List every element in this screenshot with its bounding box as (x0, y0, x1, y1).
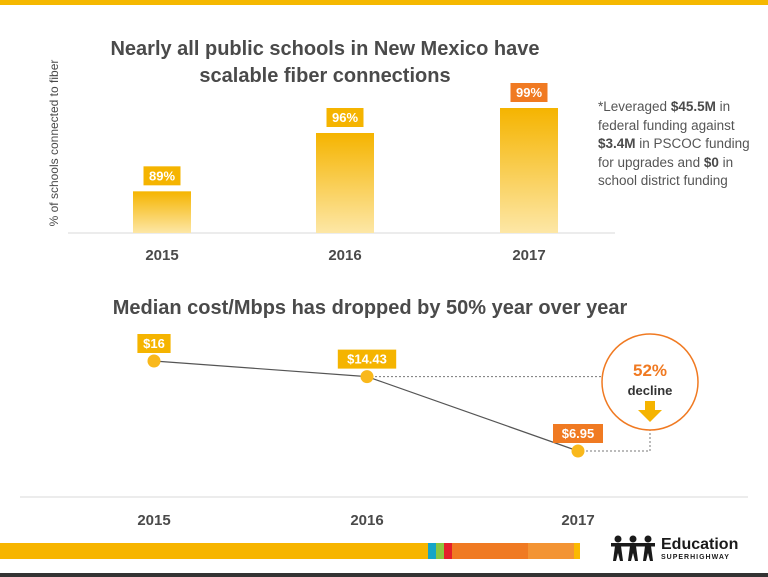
funding-note-amount: $45.5M (670, 99, 716, 114)
decline-callout-text: decline (628, 383, 673, 398)
bar-2017 (500, 108, 558, 233)
brand-color-bar (0, 543, 580, 559)
line-value-label-bg (337, 349, 397, 369)
bar-value-label: 99% (516, 85, 542, 100)
bar-x-tick-label: 2017 (512, 247, 545, 264)
line-point-2015 (147, 354, 161, 368)
funding-note-text: *Leveraged (598, 99, 671, 114)
decline-callout-value: 52% (633, 361, 667, 380)
line-x-tick-label: 2015 (137, 512, 170, 529)
top-accent-bar (0, 0, 768, 5)
bar-value-label: 96% (332, 110, 358, 125)
brand-bar-segment (574, 543, 580, 559)
brand-bar-segment (436, 543, 444, 559)
callout-guide-bottom (578, 426, 651, 452)
line-value-label-bg (553, 424, 603, 443)
line-point-2016 (360, 370, 374, 384)
line-value-label-bg (137, 334, 171, 353)
line-chart-title: Median cost/Mbps has dropped by 50% year… (112, 297, 628, 319)
bar-2015 (133, 191, 191, 233)
bar-value-label-bg (326, 108, 364, 127)
logo-name: Education (661, 536, 739, 553)
bar-2016 (316, 133, 374, 233)
brand-bar-segment (528, 543, 574, 559)
decline-callout-circle (601, 333, 699, 431)
bar-chart-title-line-2: scalable fiber connections (199, 65, 451, 87)
funding-note-text: in federal funding against (598, 99, 735, 133)
bar-value-label: 89% (149, 168, 175, 183)
line-value-label: $16 (143, 336, 165, 351)
funding-note-amount: $3.4M (598, 136, 636, 151)
line-x-tick-label: 2016 (350, 512, 383, 529)
line-point-2017 (571, 444, 585, 458)
bar-x-tick-label: 2016 (328, 247, 361, 264)
brand-bar-segment (0, 543, 428, 559)
line-x-tick-label: 2017 (561, 512, 594, 529)
brand-bar-segment (444, 543, 452, 559)
funding-note: *Leveraged $45.5M in federal funding aga… (598, 98, 763, 191)
logo-subtitle: SUPERHIGHWAY (661, 554, 730, 561)
brand-bar-segment (452, 543, 528, 559)
bar-chart-title-line-1: Nearly all public schools in New Mexico … (110, 38, 540, 60)
bar-value-label-bg (510, 83, 548, 102)
people-icon (611, 535, 655, 561)
bottom-rule (0, 573, 768, 577)
down-arrow-icon (638, 401, 662, 422)
funding-note-text: in PSCOC funding for upgrades and (598, 136, 750, 170)
line-value-label: $14.43 (347, 352, 387, 367)
brand-bar-segment (428, 543, 436, 559)
funding-note-amount: $0 (703, 154, 719, 170)
bar-chart-title: Nearly all public schools in New Mexico … (90, 36, 560, 90)
bar-x-tick-label: 2015 (145, 247, 178, 264)
bar-value-label-bg (143, 166, 181, 186)
funding-note-text: in school district funding (598, 154, 734, 189)
line-value-label: $6.95 (562, 426, 595, 441)
